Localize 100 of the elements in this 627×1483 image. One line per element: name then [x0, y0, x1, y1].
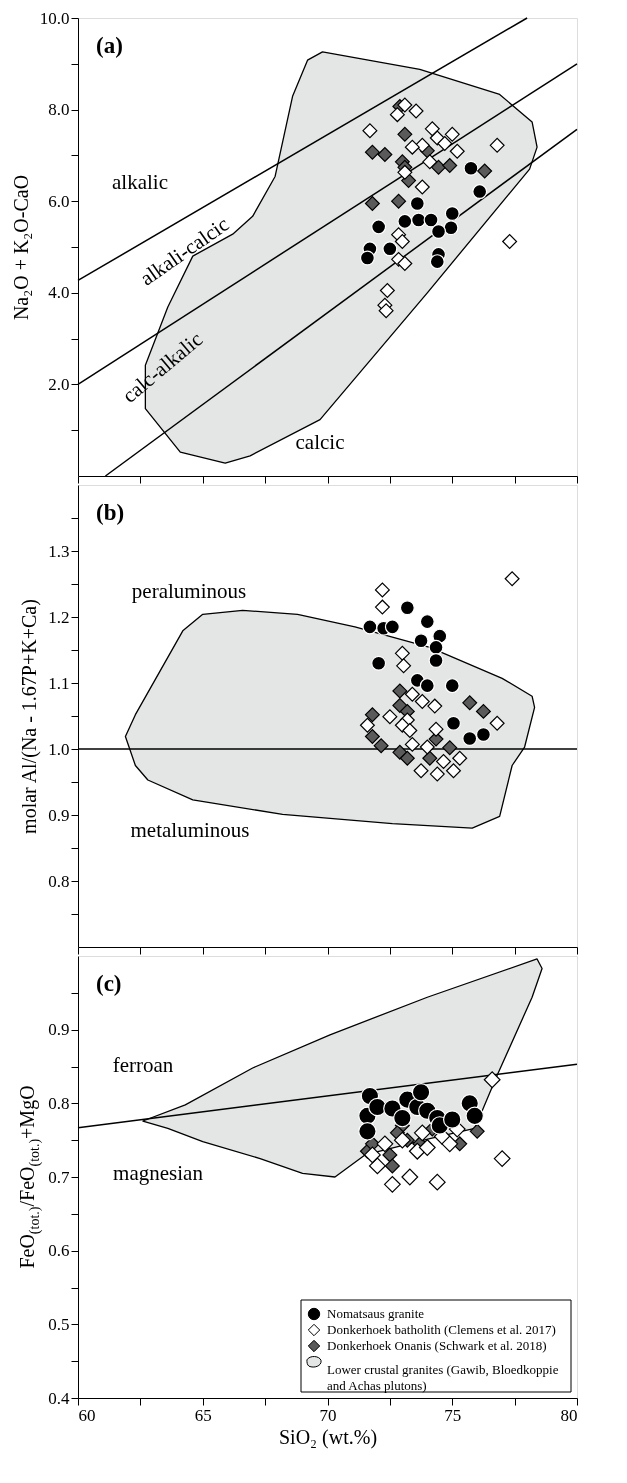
point [429, 254, 445, 270]
annotation: peraluminous [131, 579, 247, 603]
legend-label: Lower crustal granites (Gawib, Bloedkoppie and Achas plutons) [327, 1362, 559, 1393]
point [443, 220, 459, 236]
point [444, 126, 460, 142]
point [419, 614, 435, 630]
point [427, 698, 443, 714]
point [397, 213, 413, 229]
legend-label: Donkerhoek Onanis (Schwark et al. 2018) [327, 1338, 547, 1353]
point [442, 740, 458, 756]
y-tick-label: 4.0 [48, 283, 70, 303]
point [437, 136, 453, 151]
y-axis-title: Na₂O + K₂O-CaO [9, 174, 32, 321]
point [442, 157, 458, 173]
point [391, 193, 407, 209]
point [414, 179, 430, 195]
point [364, 144, 380, 160]
point [362, 619, 378, 635]
text: (b) [96, 500, 125, 525]
point [409, 196, 425, 211]
point [504, 571, 520, 587]
y-tick-label: 0.9 [48, 805, 70, 825]
point [408, 103, 424, 119]
point [371, 219, 387, 235]
point [374, 599, 390, 615]
y-tick-label: 1.3 [48, 541, 70, 561]
point [444, 206, 460, 222]
point [411, 212, 427, 228]
point [404, 686, 420, 702]
point [399, 600, 415, 616]
point [472, 184, 488, 200]
point [429, 766, 445, 782]
point [382, 709, 398, 725]
y-tick-label: 8.0 [48, 100, 70, 120]
point [489, 715, 505, 731]
point [419, 678, 435, 694]
point [389, 107, 405, 123]
annotation: alkalic [112, 170, 168, 194]
x-axis-title: SiO₂ (wt.%) [278, 1425, 378, 1449]
point [373, 738, 389, 754]
point [377, 146, 393, 162]
point [364, 707, 380, 723]
point [428, 721, 444, 737]
y-tick-label: 6.0 [48, 191, 70, 211]
point [404, 139, 420, 155]
point [374, 582, 390, 598]
point [463, 160, 479, 176]
point [422, 154, 438, 170]
y-tick-label: 0.8 [48, 871, 70, 891]
point [397, 97, 413, 113]
point [422, 750, 438, 766]
point [428, 639, 444, 655]
point [371, 655, 387, 671]
x-tick-label: 70 [319, 1405, 337, 1425]
y-axis-title: FeO(tot.)/FeO(tot.)+MgO [16, 1085, 43, 1269]
text: (c) [96, 971, 122, 996]
point [394, 234, 410, 249]
point [378, 303, 394, 319]
point [462, 695, 478, 711]
y-tick-label: 0.4 [48, 1388, 70, 1408]
point [449, 143, 465, 159]
y-tick-label: 0.9 [48, 1020, 70, 1040]
point [502, 234, 518, 249]
point [394, 645, 410, 661]
point [364, 196, 380, 211]
annotation: ferroan [112, 1053, 174, 1077]
x-tick-label: 65 [194, 1405, 212, 1425]
y-tick-label: 10.0 [39, 8, 70, 28]
y-tick-label: 1.1 [48, 673, 70, 693]
y-tick-label: 2.0 [48, 374, 70, 394]
point [364, 728, 380, 744]
legend-label: Donkerhoek batholith (Clemens et al. 2017) [327, 1322, 556, 1337]
point [419, 739, 435, 755]
x-tick-label: 60 [78, 1405, 96, 1425]
point [444, 678, 460, 694]
point [402, 723, 418, 739]
y-axis-title: molar Al/(Na - 1.67P+K+Ca) [18, 599, 42, 834]
point [477, 163, 493, 179]
point [452, 750, 468, 766]
point [392, 683, 408, 699]
point [423, 212, 439, 228]
point [431, 223, 447, 239]
point [424, 121, 440, 137]
point [359, 717, 375, 733]
point [446, 763, 461, 779]
y-tick-label: 1.0 [48, 739, 70, 759]
y-tick-label: 0.5 [48, 1314, 70, 1334]
point [404, 736, 420, 752]
point [475, 703, 491, 719]
x-tick-label: 80 [560, 1405, 578, 1425]
text: (a) [96, 33, 123, 58]
point [446, 715, 461, 731]
point [462, 730, 478, 746]
point [396, 658, 412, 674]
y-tick-label: 0.6 [48, 1241, 70, 1261]
point [413, 633, 429, 649]
point [359, 250, 375, 266]
point [397, 256, 413, 271]
point [475, 727, 491, 742]
point [362, 123, 378, 139]
